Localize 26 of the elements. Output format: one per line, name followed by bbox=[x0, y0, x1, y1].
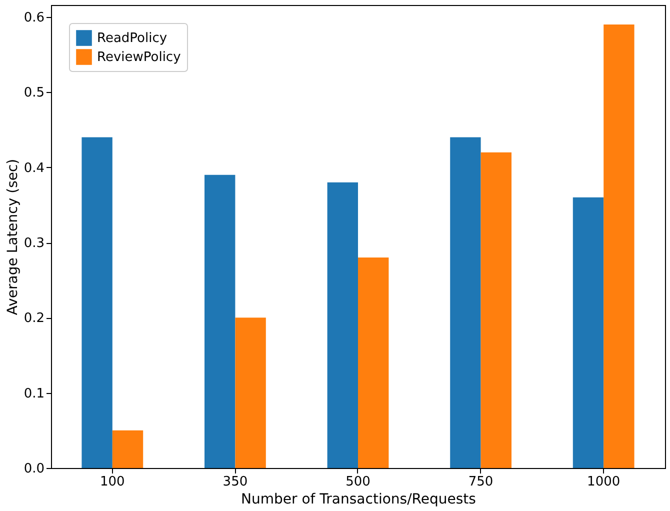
x-tick-label: 750 bbox=[468, 474, 494, 490]
bar bbox=[604, 24, 634, 468]
x-tick-label: 1000 bbox=[587, 474, 620, 490]
y-axis-title: Average Latency (sec) bbox=[4, 158, 21, 316]
y-tick-label: 0.1 bbox=[24, 386, 44, 402]
bar bbox=[480, 152, 512, 468]
bar bbox=[204, 174, 236, 468]
legend-label: ReviewPolicy bbox=[97, 50, 182, 65]
bar bbox=[327, 182, 358, 468]
legend-label: ReadPolicy bbox=[97, 31, 168, 46]
y-tick-label: 0.2 bbox=[24, 311, 44, 326]
y-tick-label: 0.6 bbox=[24, 10, 44, 26]
x-tick-label: 100 bbox=[100, 474, 125, 490]
x-tick-label: 350 bbox=[222, 474, 248, 490]
bar bbox=[450, 137, 481, 468]
y-tick-label: 0.5 bbox=[24, 86, 44, 101]
x-tick-label: 500 bbox=[346, 474, 370, 490]
bar bbox=[112, 430, 144, 468]
bar bbox=[572, 197, 604, 468]
y-tick-label: 0.4 bbox=[24, 160, 44, 176]
bar bbox=[82, 137, 112, 468]
y-tick-label: 0.3 bbox=[24, 236, 44, 252]
x-axis-title: Number of Transactions/Requests bbox=[241, 492, 476, 508]
y-tick-label: 0.0 bbox=[24, 462, 44, 476]
bar bbox=[235, 318, 266, 468]
bar bbox=[358, 258, 389, 468]
